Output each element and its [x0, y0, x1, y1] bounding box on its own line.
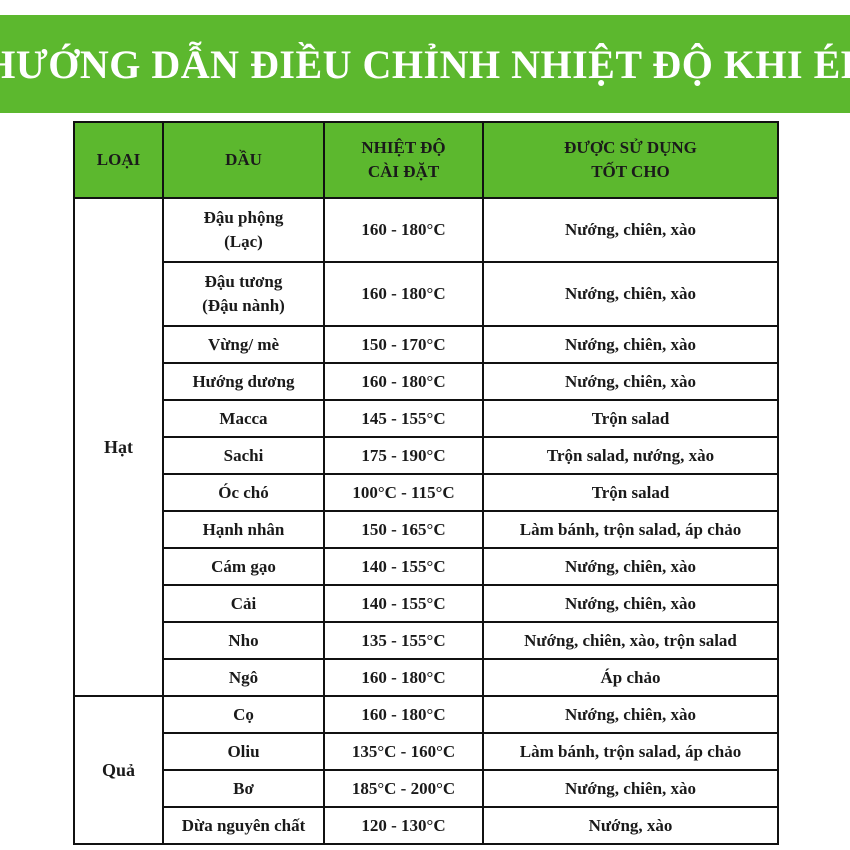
- table-row: Oliu 135°C - 160°C Làm bánh, trộn salad, á…: [74, 732, 779, 771]
- header-temp-line1: NHIỆT ĐỘ: [361, 138, 446, 157]
- oil-name: Cám gạo: [211, 556, 276, 576]
- table-row: Sachi 175 - 190°C Trộn salad, nướng, xào: [74, 436, 779, 475]
- header-use-line1: ĐƯỢC SỬ DỤNG: [564, 138, 697, 157]
- oil-temperature-table: LOẠI DẦU NHIỆT ĐỘ CÀI ĐẶT ĐƯỢC SỬ DỤNG TỐT…: [73, 121, 779, 845]
- header-type: LOẠI: [73, 121, 164, 199]
- use-cell: Nướng, chiên, xào: [482, 197, 779, 263]
- oil-cell: Đậu tương (Đậu nành): [162, 261, 325, 327]
- temp-cell: 150 - 170°C: [323, 325, 484, 364]
- temp-cell: 185°C - 200°C: [323, 769, 484, 808]
- temp-cell: 140 - 155°C: [323, 584, 484, 623]
- temp-cell: 120 - 130°C: [323, 806, 484, 845]
- oil-cell: Nho: [162, 621, 325, 660]
- oil-name: Vừng/ mè: [207, 334, 280, 354]
- table-row: Quả Cọ 160 - 180°C Nướng, chiên, xào: [73, 695, 779, 845]
- use-cell: Nướng, chiên, xào: [482, 547, 779, 586]
- table-row: Hạt Đậu phộng (Lạc) 160 - 180°C Nướng, chiên…: [73, 197, 779, 697]
- use-cell: Nướng, chiên, xào: [482, 584, 779, 623]
- table-row: Dừa nguyên chất 120 - 130°C Nướng, xào: [74, 806, 779, 845]
- oil-cell: Macca: [162, 399, 325, 438]
- use-cell: Nướng, chiên, xào: [482, 769, 779, 808]
- table-row: Óc chó 100°C - 115°C Trộn salad: [74, 473, 779, 512]
- temp-cell: 135°C - 160°C: [323, 732, 484, 771]
- oil-name: Oliu: [227, 741, 260, 761]
- temp-cell: 135 - 155°C: [323, 621, 484, 660]
- title-banner: HƯỚNG DẪN ĐIỀU CHỈNH NHIỆT ĐỘ KHI ÉP: [0, 15, 850, 113]
- table-row: Hạnh nhân 150 - 165°C Làm bánh, trộn salad…: [74, 510, 779, 549]
- temp-cell: 140 - 155°C: [323, 547, 484, 586]
- temp-cell: 160 - 180°C: [323, 695, 484, 734]
- use-cell: Trộn salad: [482, 473, 779, 512]
- oil-cell: Hạnh nhân: [162, 510, 325, 549]
- oil-cell: Bơ: [162, 769, 325, 808]
- table-row: Cám gạo 140 - 155°C Nướng, chiên, xào: [74, 547, 779, 586]
- use-cell: Trộn salad, nướng, xào: [482, 436, 779, 475]
- use-cell: Nướng, xào: [482, 806, 779, 845]
- category-cell: Hạt: [73, 197, 164, 697]
- oil-name: Hạnh nhân: [202, 519, 285, 539]
- table-row: Vừng/ mè 150 - 170°C Nướng, chiên, xào: [74, 325, 779, 364]
- use-cell: Nướng, chiên, xào, trộn salad: [482, 621, 779, 660]
- oil-name: Đậu tương: [204, 272, 283, 291]
- use-cell: Nướng, chiên, xào: [482, 261, 779, 327]
- table-row: Đậu tương (Đậu nành) 160 - 180°C Nướng, chi…: [74, 261, 779, 327]
- page-title: HƯỚNG DẪN ĐIỀU CHỈNH NHIỆT ĐỘ KHI ÉP: [0, 41, 850, 87]
- oil-cell: Cám gạo: [162, 547, 325, 586]
- use-cell: Làm bánh, trộn salad, áp chảo: [482, 510, 779, 549]
- temp-cell: 100°C - 115°C: [323, 473, 484, 512]
- oil-alt-name: (Đậu nành): [202, 296, 285, 315]
- table-row: Hướng dương 160 - 180°C Nướng, chiên, xào: [74, 362, 779, 401]
- oil-cell: Hướng dương: [162, 362, 325, 401]
- oil-name: Dừa nguyên chất: [181, 815, 306, 835]
- temp-cell: 145 - 155°C: [323, 399, 484, 438]
- use-cell: Nướng, chiên, xào: [482, 695, 779, 734]
- use-cell: Nướng, chiên, xào: [482, 362, 779, 401]
- category-cell: Quả: [73, 695, 164, 845]
- oil-name: Bơ: [233, 778, 254, 798]
- oil-name: Ngô: [228, 667, 259, 687]
- oil-cell: Ngô: [162, 658, 325, 697]
- oil-name: Hướng dương: [192, 371, 295, 391]
- temp-cell: 160 - 180°C: [323, 197, 484, 263]
- oil-name: Cọ: [233, 704, 254, 724]
- temp-cell: 175 - 190°C: [323, 436, 484, 475]
- oil-cell: Cọ: [162, 695, 325, 734]
- oil-cell: Dừa nguyên chất: [162, 806, 325, 845]
- oil-cell: Oliu: [162, 732, 325, 771]
- table-row: Macca 145 - 155°C Trộn salad: [74, 399, 779, 438]
- temp-cell: 150 - 165°C: [323, 510, 484, 549]
- table-row: Bơ 185°C - 200°C Nướng, chiên, xào: [74, 769, 779, 808]
- use-cell: Nướng, chiên, xào: [482, 325, 779, 364]
- header-oil: DẦU: [162, 121, 325, 199]
- temp-cell: 160 - 180°C: [323, 261, 484, 327]
- oil-cell: Óc chó: [162, 473, 325, 512]
- oil-name: Óc chó: [218, 482, 269, 502]
- oil-cell: Sachi: [162, 436, 325, 475]
- use-cell: Làm bánh, trộn salad, áp chảo: [482, 732, 779, 771]
- header-use-line2: TỐT CHO: [591, 162, 670, 181]
- oil-name: Đậu phộng: [203, 208, 284, 227]
- header-use: ĐƯỢC SỬ DỤNG TỐT CHO: [482, 121, 779, 199]
- table-row: Nho 135 - 155°C Nướng, chiên, xào, trộn sa…: [74, 621, 779, 660]
- header-row: LOẠI DẦU NHIỆT ĐỘ CÀI ĐẶT ĐƯỢC SỬ DỤNG TỐT…: [73, 121, 779, 199]
- table-row: Cải 140 - 155°C Nướng, chiên, xào: [74, 584, 779, 623]
- oil-cell: Cải: [162, 584, 325, 623]
- oil-cell: Đậu phộng (Lạc): [162, 197, 325, 263]
- oil-cell: Vừng/ mè: [162, 325, 325, 364]
- oil-name: Macca: [219, 408, 268, 428]
- header-temp: NHIỆT ĐỘ CÀI ĐẶT: [323, 121, 484, 199]
- use-cell: Áp chảo: [482, 658, 779, 697]
- temp-cell: 160 - 180°C: [323, 362, 484, 401]
- oil-alt-name: (Lạc): [224, 232, 263, 251]
- oil-name: Sachi: [223, 445, 264, 465]
- oil-name: Cải: [230, 593, 257, 613]
- temp-cell: 160 - 180°C: [323, 658, 484, 697]
- header-temp-line2: CÀI ĐẶT: [367, 162, 440, 181]
- table-row: Ngô 160 - 180°C Áp chảo: [74, 658, 779, 697]
- use-cell: Trộn salad: [482, 399, 779, 438]
- oil-name: Nho: [228, 630, 259, 650]
